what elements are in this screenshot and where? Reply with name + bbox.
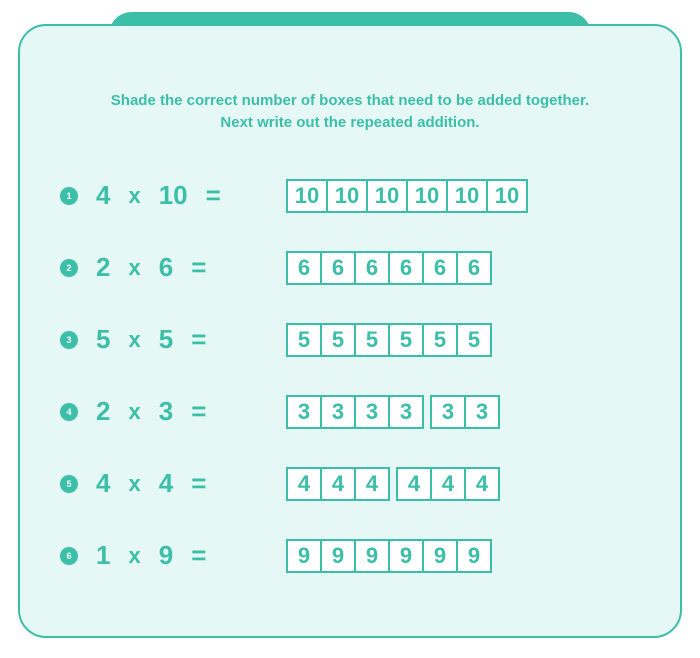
expression: 2x3 = — [96, 396, 286, 427]
answer-box[interactable]: 9 — [286, 539, 322, 573]
operand-a: 2 — [96, 252, 110, 283]
answer-box[interactable]: 9 — [354, 539, 390, 573]
answer-box[interactable]: 4 — [286, 467, 322, 501]
problem-row: 54x4=444444 — [60, 448, 640, 520]
answer-box[interactable]: 4 — [430, 467, 466, 501]
answer-box[interactable]: 9 — [456, 539, 492, 573]
operand-b: 5 — [159, 324, 173, 355]
expression: 2x6 = — [96, 252, 286, 283]
answer-box[interactable]: 6 — [422, 251, 458, 285]
operand-a: 4 — [96, 468, 110, 499]
operand-a: 4 — [96, 180, 110, 211]
problem-row: 35x5=555555 — [60, 304, 640, 376]
answer-box[interactable]: 4 — [320, 467, 356, 501]
answer-box[interactable]: 3 — [354, 395, 390, 429]
worksheet-sheet: Shade the correct number of boxes that n… — [18, 24, 682, 638]
answer-box[interactable]: 3 — [388, 395, 424, 429]
instructions-line2: Next write out the repeated addition. — [220, 114, 479, 131]
answer-boxes: 999999 — [286, 539, 492, 573]
problem-number-bullet: 4 — [60, 403, 78, 421]
answer-box[interactable]: 3 — [464, 395, 500, 429]
answer-box[interactable]: 6 — [456, 251, 492, 285]
expression: 4x4 = — [96, 468, 286, 499]
answer-box[interactable]: 4 — [396, 467, 432, 501]
answer-box[interactable]: 5 — [354, 323, 390, 357]
operand-a: 1 — [96, 540, 110, 571]
problem-number-bullet: 3 — [60, 331, 78, 349]
problem-row: 42x3=333333 — [60, 376, 640, 448]
equals: = — [191, 324, 206, 355]
expression: 1x9 = — [96, 540, 286, 571]
answer-box[interactable]: 6 — [354, 251, 390, 285]
answer-box[interactable]: 3 — [430, 395, 466, 429]
problem-row: 61x9=999999 — [60, 520, 640, 592]
answer-boxes: 555555 — [286, 323, 492, 357]
answer-box[interactable]: 4 — [464, 467, 500, 501]
answer-box[interactable]: 10 — [326, 179, 368, 213]
problem-number-bullet: 5 — [60, 475, 78, 493]
answer-box[interactable]: 10 — [366, 179, 408, 213]
answer-box[interactable]: 10 — [406, 179, 448, 213]
problem-number-bullet: 6 — [60, 547, 78, 565]
equals: = — [206, 180, 221, 211]
problem-row: 14x10=101010101010 — [60, 160, 640, 232]
equals: = — [191, 252, 206, 283]
operator: x — [128, 183, 140, 209]
operator: x — [128, 471, 140, 497]
operator: x — [128, 327, 140, 353]
problem-number-bullet: 2 — [60, 259, 78, 277]
answer-box[interactable]: 3 — [320, 395, 356, 429]
answer-box[interactable]: 10 — [486, 179, 528, 213]
answer-boxes: 444444 — [286, 467, 500, 501]
answer-box[interactable]: 3 — [286, 395, 322, 429]
answer-boxes: 666666 — [286, 251, 492, 285]
problem-number-bullet: 1 — [60, 187, 78, 205]
operator: x — [128, 399, 140, 425]
answer-box[interactable]: 9 — [320, 539, 356, 573]
operand-b: 10 — [159, 180, 188, 211]
answer-boxes: 101010101010 — [286, 179, 528, 213]
operand-a: 2 — [96, 396, 110, 427]
answer-box[interactable]: 5 — [320, 323, 356, 357]
answer-box[interactable]: 9 — [422, 539, 458, 573]
answer-box[interactable]: 9 — [388, 539, 424, 573]
instructions-line1: Shade the correct number of boxes that n… — [111, 92, 589, 109]
answer-box[interactable]: 6 — [320, 251, 356, 285]
operator: x — [128, 255, 140, 281]
answer-box[interactable]: 5 — [388, 323, 424, 357]
operand-b: 6 — [159, 252, 173, 283]
equals: = — [191, 540, 206, 571]
operand-a: 5 — [96, 324, 110, 355]
operator: x — [128, 543, 140, 569]
expression: 5x5 = — [96, 324, 286, 355]
operand-b: 9 — [159, 540, 173, 571]
answer-box[interactable]: 6 — [286, 251, 322, 285]
answer-box[interactable]: 6 — [388, 251, 424, 285]
operand-b: 3 — [159, 396, 173, 427]
instructions: Shade the correct number of boxes that n… — [20, 86, 680, 152]
equals: = — [191, 468, 206, 499]
answer-box[interactable]: 5 — [286, 323, 322, 357]
operand-b: 4 — [159, 468, 173, 499]
expression: 4x 10 = — [96, 180, 286, 211]
problems-list: 14x10=10101010101022x6=66666635x5=555555… — [20, 152, 680, 592]
answer-box[interactable]: 10 — [286, 179, 328, 213]
equals: = — [191, 396, 206, 427]
answer-box[interactable]: 4 — [354, 467, 390, 501]
answer-boxes: 333333 — [286, 395, 500, 429]
answer-box[interactable]: 10 — [446, 179, 488, 213]
answer-box[interactable]: 5 — [422, 323, 458, 357]
answer-box[interactable]: 5 — [456, 323, 492, 357]
problem-row: 22x6=666666 — [60, 232, 640, 304]
